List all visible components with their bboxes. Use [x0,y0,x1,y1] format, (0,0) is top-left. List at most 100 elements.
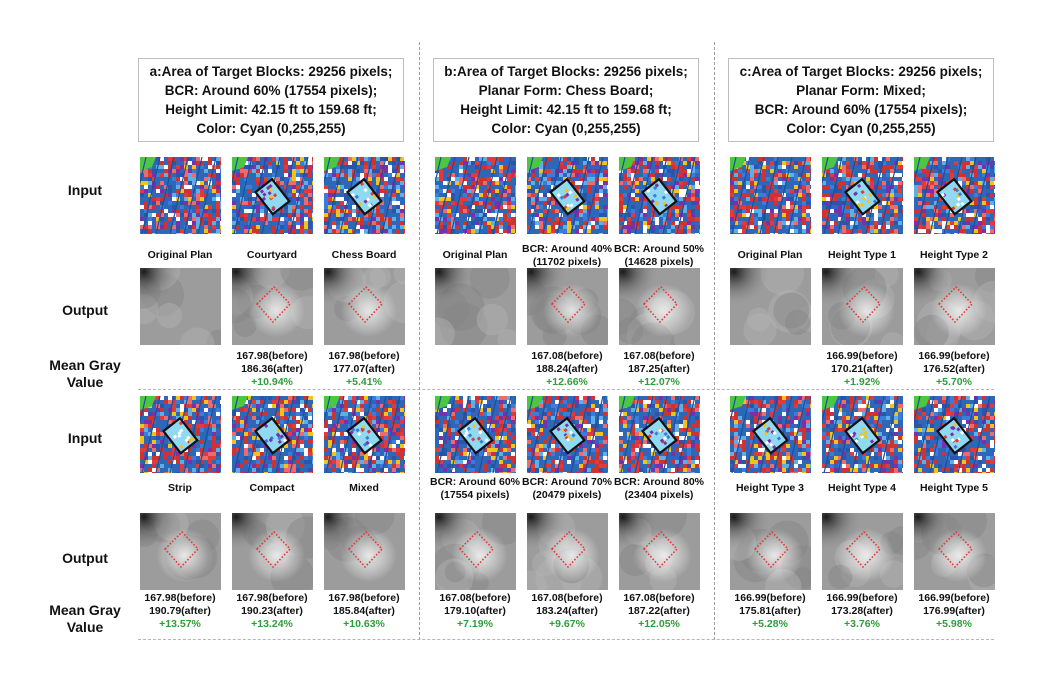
input-map-thumbnail [140,396,221,473]
value-before: 166.99(before) [918,592,990,604]
output-gray-thumbnail [914,268,995,345]
scenario-caption-line: Courtyard [246,249,298,261]
value-before: 167.98(before) [236,350,308,362]
output-gray-thumbnail [232,268,313,345]
value-after: 187.25(after) [628,363,690,375]
panel-a: a:Area of Target Blocks: 29256 pixels; BC… [136,54,408,640]
input-map-thumbnail [730,396,811,473]
mean-gray-value: 166.99(before) 170.21(after) +1.92% [812,350,912,389]
scenario-caption: Strip [130,482,230,495]
panel-header-line: a:Area of Target Blocks: 29256 pixels; [149,64,393,79]
value-after: 183.24(after) [536,605,598,617]
mean-gray-value: 167.98(before) 186.36(after) +10.94% [222,350,322,389]
input-map-thumbnail [324,396,405,473]
panel-header-line: Planar Form: Chess Board; [478,83,654,98]
scenario-caption: Height Type 3 [720,482,820,495]
value-after: 176.52(after) [923,363,985,375]
row-label-input-top: Input [67,182,103,198]
mean-gray-value: 167.08(before) 187.25(after) +12.07% [609,350,709,389]
scenario-caption: Height Type 1 [812,249,912,262]
input-map-thumbnail [232,396,313,473]
scenario-caption: BCR: Around 40% (11702 pixels) [517,243,617,269]
value-change: +9.67% [549,618,585,630]
panel-header-line: Height Limit: 42.15 ft to 159.68 ft; [460,102,672,117]
output-gray-thumbnail [435,513,516,590]
panel-header-line: Planar Form: Mixed; [796,83,926,98]
scenario-caption: BCR: Around 60% (17554 pixels) [425,476,525,502]
panel-header-line: Height Limit: 42.15 ft to 159.68 ft; [165,102,377,117]
value-after: 170.21(after) [831,363,893,375]
input-map-thumbnail [324,157,405,234]
input-map-thumbnail [435,396,516,473]
value-before: 166.99(before) [918,350,990,362]
mean-gray-value: 167.98(before) 185.84(after) +10.63% [314,592,414,631]
scenario-caption: Height Type 4 [812,482,912,495]
scenario-caption: Courtyard [222,249,322,262]
value-before: 167.08(before) [623,592,695,604]
value-before: 167.98(before) [144,592,216,604]
output-gray-thumbnail [140,268,221,345]
panel-divider-bc [714,42,715,640]
value-change: +5.98% [936,618,972,630]
mean-gray-value: 166.99(before) 176.99(after) +5.98% [904,592,1004,631]
row-label-output-bottom: Output [62,550,108,566]
value-change: +5.28% [752,618,788,630]
input-map-thumbnail [914,157,995,234]
value-after: 190.23(after) [241,605,303,617]
scenario-caption-line: BCR: Around 70% [521,476,613,488]
scenario-caption-line: Chess Board [331,249,397,261]
scenario-caption-line: Height Type 5 [919,482,989,494]
scenario-caption-line: (11702 pixels) [532,256,602,268]
value-change: +7.19% [457,618,493,630]
scenario-caption: Height Type 5 [904,482,1004,495]
panel-header-line: b:Area of Target Blocks: 29256 pixels; [444,64,688,79]
scenario-caption-line: BCR: Around 60% [429,476,521,488]
value-after: 179.10(after) [444,605,506,617]
input-map-thumbnail [730,157,811,234]
value-after: 188.24(after) [536,363,598,375]
output-gray-thumbnail [822,513,903,590]
mean-gray-value: 167.08(before) 179.10(after) +7.19% [425,592,525,631]
value-after: 173.28(after) [831,605,893,617]
mean-gray-value: 167.98(before) 177.07(after) +5.41% [314,350,414,389]
output-gray-thumbnail [730,268,811,345]
value-change: +5.70% [936,376,972,388]
value-after: 185.84(after) [333,605,395,617]
scenario-caption-line: BCR: Around 40% [521,243,613,255]
output-gray-thumbnail [232,513,313,590]
input-map-thumbnail [914,396,995,473]
panel-header-line: Color: Cyan (0,255,255) [786,121,936,136]
scenario-caption: Height Type 2 [904,249,1004,262]
value-after: 177.07(after) [333,363,395,375]
value-after: 176.99(after) [923,605,985,617]
value-change: +13.57% [159,618,201,630]
mean-gray-value: 167.98(before) 190.23(after) +13.24% [222,592,322,631]
scenario-caption-line: Height Type 4 [827,482,897,494]
output-gray-thumbnail [324,268,405,345]
scenario-caption-line: Original Plan [147,249,213,261]
input-map-thumbnail [619,396,700,473]
row-label-output-top: Output [62,302,108,318]
value-before: 166.99(before) [826,350,898,362]
value-before: 167.08(before) [439,592,511,604]
output-gray-thumbnail [822,268,903,345]
scenario-caption: Mixed [314,482,414,495]
panel-c: c:Area of Target Blocks: 29256 pixels; Pl… [726,54,998,640]
input-map-thumbnail [527,396,608,473]
panel-header: b:Area of Target Blocks: 29256 pixels; Pl… [433,58,699,142]
scenario-caption-line: Mixed [349,482,379,494]
value-before: 167.98(before) [328,350,400,362]
value-before: 167.08(before) [531,592,603,604]
value-change: +12.05% [638,618,680,630]
scenario-caption-line: BCR: Around 50% [613,243,705,255]
row-divider-bottom [138,639,994,640]
scenario-caption: Original Plan [425,249,525,262]
panel-header: a:Area of Target Blocks: 29256 pixels; BC… [138,58,404,142]
value-before: 166.99(before) [826,592,898,604]
output-gray-thumbnail [619,268,700,345]
value-after: 175.81(after) [739,605,801,617]
output-gray-thumbnail [914,513,995,590]
panel-header-line: Color: Cyan (0,255,255) [196,121,346,136]
scenario-caption: BCR: Around 70% (20479 pixels) [517,476,617,502]
value-change: +1.92% [844,376,880,388]
